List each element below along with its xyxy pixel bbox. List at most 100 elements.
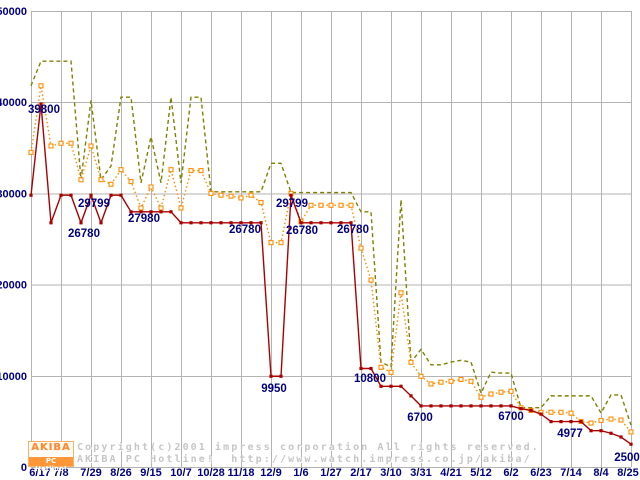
data-point-lowest-price (399, 384, 403, 388)
data-point-average-price (398, 290, 404, 296)
data-point-lowest-price (429, 404, 433, 408)
data-point-lowest-price (149, 210, 153, 214)
data-point-lowest-price (159, 210, 163, 214)
data-point-lowest-price (89, 193, 93, 197)
price-annotation: 26780 (286, 225, 318, 237)
data-point-lowest-price (269, 374, 273, 378)
data-point-lowest-price (249, 221, 253, 225)
data-point-average-price (308, 202, 314, 208)
data-point-lowest-price (449, 404, 453, 408)
series-line-highest-price (30, 60, 632, 426)
x-tick-label: 8/26 (110, 467, 131, 479)
data-point-average-price (28, 149, 34, 155)
data-point-average-price (68, 140, 74, 146)
data-point-lowest-price (549, 420, 553, 424)
x-tick-label: 3/10 (380, 467, 401, 479)
price-annotation: 2500 (614, 452, 640, 464)
price-annotation: 9950 (261, 383, 287, 395)
data-point-average-price (368, 277, 374, 283)
data-point-lowest-price (179, 221, 183, 225)
data-point-lowest-price (519, 407, 523, 411)
data-point-average-price (568, 410, 574, 416)
data-point-average-price (128, 178, 134, 185)
data-point-average-price (208, 190, 214, 196)
data-point-lowest-price (279, 374, 283, 378)
data-point-lowest-price (359, 366, 363, 371)
data-point-average-price (498, 389, 504, 395)
data-point-average-price (408, 359, 414, 365)
data-point-lowest-price (309, 221, 313, 225)
data-point-average-price (278, 240, 284, 246)
data-point-lowest-price (439, 404, 443, 408)
data-point-lowest-price (219, 221, 223, 225)
data-point-lowest-price (319, 221, 323, 225)
data-point-lowest-price (489, 404, 493, 408)
data-point-lowest-price (459, 404, 463, 408)
data-point-average-price (38, 83, 44, 89)
data-point-lowest-price (569, 420, 573, 424)
data-point-lowest-price (79, 221, 83, 225)
x-tick-label: 10/7 (170, 467, 191, 479)
data-point-average-price (508, 388, 514, 394)
x-tick-label: 11/18 (228, 467, 255, 479)
data-point-average-price (598, 417, 604, 424)
data-point-lowest-price (619, 435, 623, 439)
x-tick-label: 9/15 (140, 467, 161, 479)
data-point-average-price (268, 240, 274, 246)
x-tick-label: 6/23 (530, 467, 551, 479)
data-point-lowest-price (299, 221, 303, 225)
data-point-average-price (238, 195, 244, 201)
data-point-average-price (448, 378, 454, 384)
data-point-lowest-price (109, 193, 113, 197)
data-point-lowest-price (259, 221, 263, 225)
data-point-lowest-price (139, 210, 143, 214)
data-point-average-price (138, 205, 144, 211)
data-point-lowest-price (49, 221, 53, 225)
price-annotation: 29799 (78, 198, 110, 210)
data-point-average-price (338, 202, 344, 208)
data-point-average-price (218, 192, 224, 198)
data-point-lowest-price (99, 221, 103, 225)
data-point-lowest-price (479, 404, 483, 408)
data-point-average-price (488, 391, 494, 397)
data-point-average-price (608, 416, 614, 422)
data-point-average-price (88, 143, 94, 149)
data-point-average-price (188, 168, 194, 174)
x-tick-label: 1/27 (320, 467, 341, 479)
price-annotation: 6700 (407, 412, 433, 424)
data-point-lowest-price (199, 221, 203, 225)
price-annotation: 26780 (229, 224, 261, 236)
data-point-lowest-price (539, 412, 543, 416)
data-point-average-price (418, 373, 424, 379)
y-tick-label: 0 (21, 462, 27, 474)
price-annotation: 26780 (68, 228, 100, 240)
x-tick-label: 7/8 (53, 467, 68, 479)
y-tick-label: 40000 (0, 97, 27, 109)
x-tick-label: 12/9 (260, 467, 281, 479)
price-annotation: 27980 (128, 213, 160, 225)
data-point-average-price (108, 181, 114, 187)
data-point-lowest-price (509, 404, 513, 408)
data-point-lowest-price (389, 384, 393, 388)
x-tick-label: 6/2 (503, 467, 518, 479)
data-point-lowest-price (379, 384, 383, 388)
data-point-average-price (588, 420, 594, 426)
data-point-average-price (198, 168, 204, 174)
data-point-average-price (618, 417, 624, 423)
data-point-average-price (228, 193, 234, 199)
data-point-average-price (628, 429, 634, 435)
price-annotation: 4977 (557, 428, 583, 440)
price-annotation: 29799 (276, 198, 308, 210)
x-tick-label: 4/21 (440, 467, 461, 479)
data-point-average-price (318, 202, 324, 208)
data-point-average-price (328, 202, 334, 208)
data-point-average-price (168, 167, 174, 173)
data-point-lowest-price (59, 193, 63, 197)
data-point-lowest-price (629, 442, 633, 446)
data-point-average-price (548, 409, 554, 415)
y-tick-label: 30000 (0, 188, 27, 200)
x-tick-label: 2/17 (350, 467, 371, 479)
data-point-average-price (248, 192, 254, 198)
